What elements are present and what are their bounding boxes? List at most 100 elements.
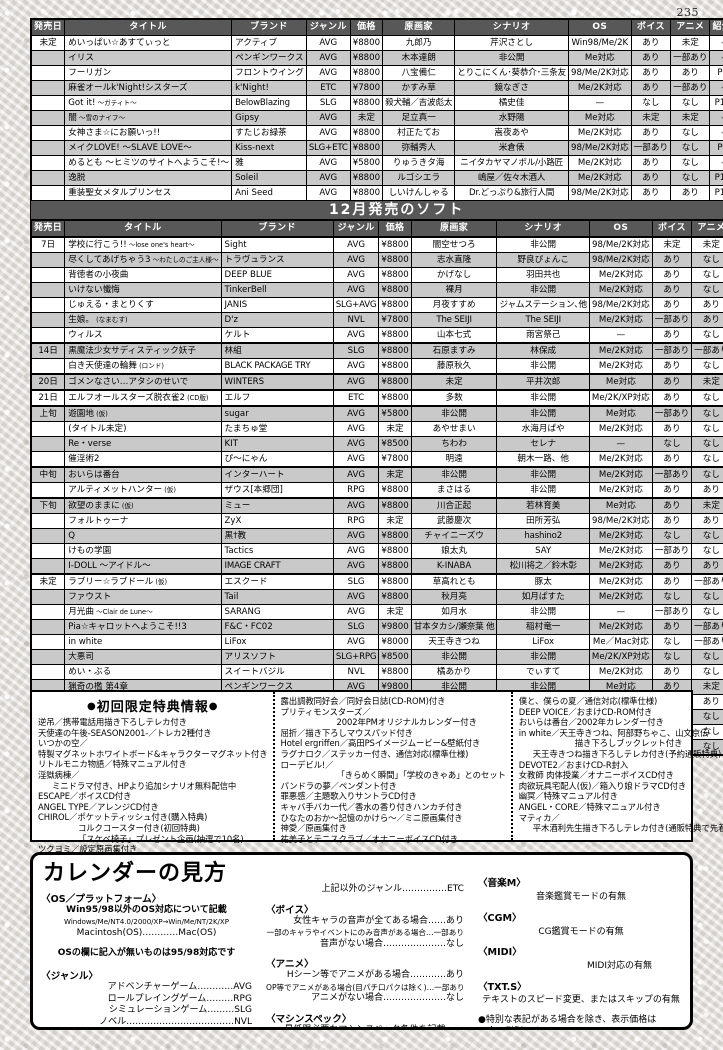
cell-title: 催淫術2 <box>64 451 222 468</box>
table-row[interactable]: Got it! ～ガティト～ BelowBlazing SLG ¥8800 殺犬輔／吉波… <box>30 95 723 111</box>
legend-os-section: 〈OS／プラットフォーム〉 <box>41 894 162 905</box>
cell-date <box>30 634 66 650</box>
table-row[interactable]: 白き天使達の輪舞 (ロンド) BLACK PACKAGE TRY AVG ¥8800 藤… <box>30 358 723 375</box>
cell-price: ¥8500 <box>378 436 412 452</box>
cell-voice: 一部あり <box>651 604 693 620</box>
cell-anime: 未定 <box>670 35 711 51</box>
cell-price: ¥8800 <box>349 185 384 201</box>
cell-voice: あり <box>630 170 672 186</box>
bonus-line: DEVOTE2／おまけCD-R封入 <box>518 759 629 770</box>
cell-scenario: ニイタカヤマノボル/小路匠 <box>454 155 569 171</box>
column-header-6: シナリオ <box>454 18 569 36</box>
cell-title: けもの学園 <box>64 543 222 559</box>
table-row[interactable]: 未定 ラブリー☆ラブドール (仮) エスクード SLG ¥8800 草高れとも 豚太 Me/2… <box>30 573 723 590</box>
table-row[interactable]: 重装聖女メタルプリンセス Ani Seed AVG ¥8800 しいけんしゃる Dr.どっ… <box>30 185 723 201</box>
column-header-7: OS <box>588 219 653 238</box>
cell-title: Got it! ～ガティト～ <box>64 95 233 111</box>
table-row[interactable]: I-DOLL ～アイドル～ IMAGE CRAFT AVG ¥8800 K-INABA 松… <box>30 558 723 575</box>
table-row[interactable]: 中旬おいらは番台インターハートAVG未定非公開非公開Me/2K対応一部ありなしP… <box>30 466 723 483</box>
table-row[interactable]: 大悪司 アリスソフト SLG+RPG ¥8500 非公開 非公開 Me/2K/XP対応 なしな… <box>30 649 723 665</box>
cell-scenario: でぃすて <box>496 664 590 680</box>
cell-anime: 一部あり <box>691 573 723 590</box>
table-row[interactable]: めるとも ～ヒミツのサイトへようこそ!～雅 AVG ¥5800 りゅうきタ海 ニイタカヤ… <box>30 155 723 171</box>
table-row[interactable]: アルティメットハンター (仮) ザウス[本郷団] RPG ¥8800 まさはる 非公開 Me… <box>30 482 723 499</box>
cell-price: ¥8800 <box>349 95 384 111</box>
legend-column-1: カレンダーの見方 〈OS／プラットフォーム〉 Win95/98以外のOS対応につ… <box>33 855 258 1027</box>
cell-artist: 天王寺きつね <box>410 634 498 650</box>
cell-genre: AVG <box>332 634 380 650</box>
table-row[interactable]: メイクLOVE! ～SLAVE LOVE～ Kiss-next SLG+ETC ¥88… <box>30 140 723 156</box>
table-row[interactable]: 未定 めいっぱい☆あすてぃっと アクティブ AVG ¥8800 九郎乃 芹沢さとし Win98… <box>30 35 723 51</box>
cell-os: 98/Me/2K対応 <box>567 65 632 81</box>
table-row[interactable]: 麻雀オールk'Night!シスターズ k'Night! ETC ¥7800 かすみ草 鏡な… <box>30 80 723 96</box>
bullet-right-icon: ● <box>208 701 219 712</box>
column-header-2: ブランド <box>220 219 334 238</box>
legend-cgm-row: CG鑑賞モードの有無 <box>538 926 624 937</box>
bonus-line: 淫獄病棟／ <box>38 769 80 780</box>
cell-voice: 一部あり <box>651 405 693 422</box>
cell-voice: あり <box>651 664 693 680</box>
legend-txts-section: 〈TXT.S〉 <box>477 981 527 993</box>
cell-artist: 川合正起 <box>410 497 498 514</box>
table-row[interactable]: 20日 ゴメンなさい…アタシのせいで WINTERS AVG ¥8800 未定 平井次郎 Me… <box>30 373 723 391</box>
cell-brand: IMAGE CRAFT <box>220 558 334 575</box>
table-row[interactable]: けもの学園TacticsAVG¥8800娘太丸SAYMe/2K対応一部ありなしP… <box>30 543 723 559</box>
table-row[interactable]: じゅえる・まとりくす JANIS SLG+AVG ¥8800 月夜すすめ ジャムステーショ… <box>30 297 723 313</box>
table-row[interactable]: 女神さま☆にお願いっ!! すたじお緑茶 AVG ¥8800 村正たてお 嵩夜あや Me/2K… <box>30 125 723 141</box>
table-row[interactable]: Pia☆キャロットへようこそ!!3 F&C・FC02 SLG ¥9800 甘本タカシ/瀬… <box>30 619 723 635</box>
cell-anime: なし <box>670 170 711 186</box>
cell-os: Me対応 <box>588 373 653 391</box>
table-row[interactable]: in white LiFox AVG ¥8000 天王寺きつね LiFox Me／Mac対応… <box>30 634 723 650</box>
cell-genre: AVG <box>332 436 380 452</box>
cell-scenario: 非公開 <box>496 389 590 407</box>
cell-price: ¥8800 <box>378 297 412 313</box>
table-row[interactable]: 7日 学校に行こう!! ～lose one's heart～ Sight AVG ¥88… <box>30 236 723 253</box>
legend-genre-row: シミュレーションゲーム………SLG <box>108 1005 252 1015</box>
cell-title: ゴメンなさい…アタシのせいで <box>64 373 222 391</box>
cell-brand: たまちゅ堂 <box>220 421 334 437</box>
cell-scenario: 非公開 <box>496 236 590 253</box>
table-row[interactable]: 14日 黒魔法少女サディスティック妖子 林組 SLG ¥8800 石原ますみ 林保成 Me/2… <box>30 342 723 359</box>
bonus-line: 女教師 肉体授業／オナニーボイスCD付き <box>518 770 674 781</box>
bonus-line: CHIROL／ポケットティッシュ付き(購入特典) <box>38 812 208 823</box>
cell-genre: AVG <box>332 589 380 605</box>
cell-os: Me/2K対応 <box>588 664 653 680</box>
table-row[interactable]: 月光曲 ～Clair de Lune～ SARANG AVG 未定 如月水 非公開 — 一部あ… <box>30 604 723 620</box>
cell-date <box>30 649 66 665</box>
cell-scenario: 非公開 <box>496 282 590 298</box>
cell-voice: 一部あり <box>651 342 693 359</box>
table-row[interactable]: 尽くしてあげちゃう3 ～わたしのご主人様～ トラヴュランス AVG ¥8800 志水直隆… <box>30 252 723 268</box>
cell-genre: SLG <box>332 619 380 635</box>
cell-os: Me/2K対応 <box>588 282 653 298</box>
bonus-line: 露出調教同好会／同好会日誌(CD-ROM)付き <box>280 696 446 706</box>
cell-genre: AVG <box>332 497 380 514</box>
table-row[interactable]: 21日 エルフオールスターズ脱衣雀2 (CD版) エルフ ETC ¥8800 多数 非公開 M… <box>30 389 723 407</box>
table-row[interactable]: フーリガン フロントウイング AVG ¥8800 八宝備仁 とりこにくん･葵恭介･三条友 9… <box>30 65 723 81</box>
table-row[interactable]: 背徳者の小夜曲 DEEP BLUE AVG ¥8800 かげなし 羽田共也 Me/2K対応あ… <box>30 267 723 283</box>
column-header-10: 紹介P <box>709 18 723 36</box>
cell-brand: Kiss-next <box>231 140 307 156</box>
bonus-line: 天使達の午後-SEASON2001-／トレカ2種付き <box>38 727 212 738</box>
table-row[interactable]: 生娘。 (なまむす) D'z NVL ¥7800 The SEIJI The SEIJI M… <box>30 312 723 328</box>
cell-date: 上旬 <box>30 405 66 422</box>
table-row[interactable]: いけない懺悔 TinkerBell AVG ¥8800 裸月 非公開 Me/2K対応 あり なし… <box>30 282 723 298</box>
cell-scenario: 朝木一路、他 <box>496 451 590 468</box>
cell-date <box>30 170 66 186</box>
cell-os: Me/2K対応 <box>588 451 653 468</box>
table-row[interactable]: 逸脱 Soleil AVG ¥8800 ルゴシエラ 嶋屋／佐々木酒人 Me/2K対応 あり なし… <box>30 170 723 186</box>
cell-voice: あり <box>651 267 693 283</box>
cell-title: アルティメットハンター (仮) <box>64 482 222 499</box>
legend-os-note: OSの欄に記入が無いものは95/98対応です <box>57 947 236 958</box>
